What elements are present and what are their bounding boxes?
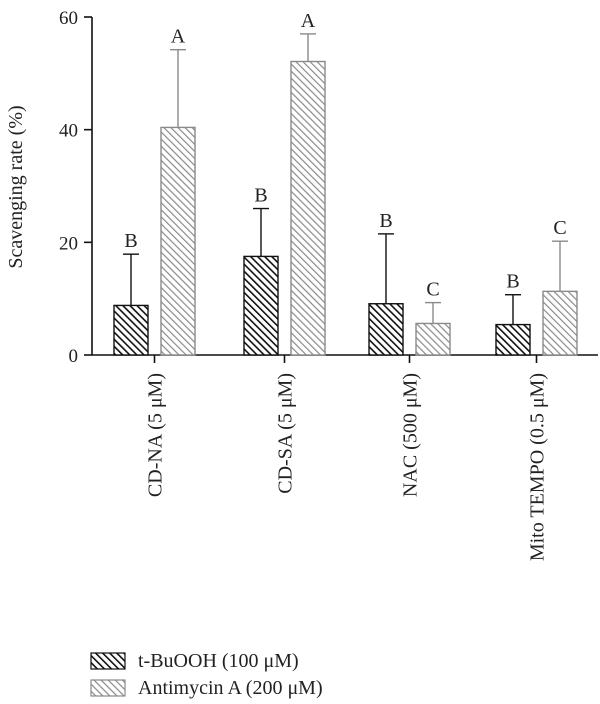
significance-label: B (379, 210, 392, 232)
significance-label: A (301, 10, 316, 32)
category-label: CD-NA (5 μM) (145, 373, 167, 497)
legend-label-t-buooh: t-BuOOH (100 μM) (138, 650, 299, 672)
legend: t-BuOOH (100 μM) Antimycin A (200 μM) (90, 650, 323, 699)
significance-label: A (171, 26, 186, 48)
y-tick-label: 20 (59, 233, 78, 254)
significance-label: C (553, 217, 566, 239)
bar-antimycin (542, 290, 578, 356)
significance-label: B (124, 230, 137, 252)
bar-t-buooh (243, 255, 279, 356)
category-label: CD-SA (5 μM) (275, 373, 297, 494)
legend-label-antimycin: Antimycin A (200 μM) (138, 677, 323, 699)
plot-area: 0 20 40 60 B A CD-NA (5 μM) B A CD-SA (5 μM) B C NAC… (59, 8, 598, 561)
category-label: Mito TEMPO (0.5 μM) (527, 373, 549, 561)
y-tick-label: 60 (59, 8, 78, 29)
bar-t-buooh (495, 323, 531, 356)
bar-t-buooh (113, 304, 149, 356)
bar-antimycin (290, 60, 326, 356)
significance-label: B (506, 271, 519, 293)
y-tick-label: 40 (59, 121, 78, 142)
legend-swatch-t-buooh (90, 652, 126, 670)
bar-t-buooh (368, 303, 404, 356)
y-axis-title: Scavenging rate (%) (5, 105, 27, 268)
legend-swatch-antimycin (90, 679, 126, 697)
category-label: NAC (500 μM) (400, 373, 422, 497)
bar-antimycin (415, 322, 451, 356)
significance-label: B (254, 185, 267, 207)
bar-antimycin (160, 126, 196, 356)
significance-label: C (426, 279, 439, 301)
y-tick-label: 0 (69, 346, 79, 367)
